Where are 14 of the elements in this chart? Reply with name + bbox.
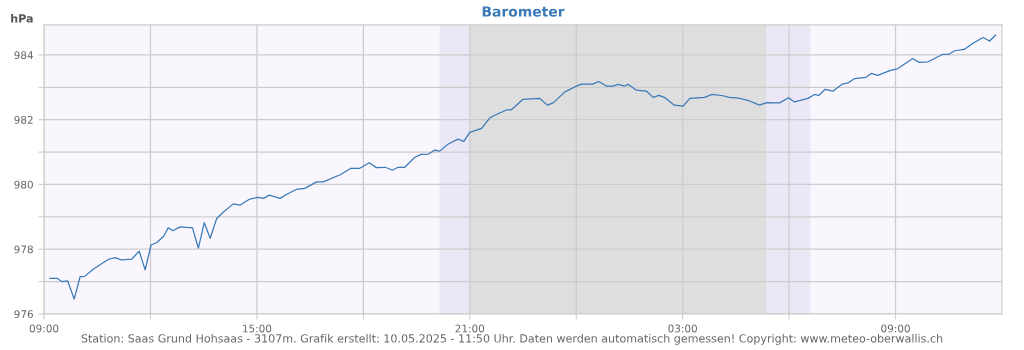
text: Station: Saas Grund Hohsaas - 3107m. Grafik erstellt: 10.05.2025 - 11:50 Uhr. Daten werden automatisch gemessen! Copyright: www.meteo-oberwallis.ch — [81, 334, 943, 345]
y-tick-label: 980 — [14, 180, 33, 189]
y-tick-label: 984 — [14, 51, 34, 60]
x-tick-label: 03:00 — [668, 324, 697, 333]
chart-title: Barometer — [482, 6, 565, 17]
y-tick-label: 982 — [14, 115, 33, 124]
x-tick-label: 09:00 — [29, 324, 59, 333]
y-axis-title: hPa — [11, 14, 33, 23]
line-series — [49, 34, 997, 300]
x-tick-label: 15:00 — [243, 324, 272, 333]
x-tick-label: 09:00 — [881, 324, 910, 333]
y-tick-label: 978 — [14, 245, 33, 254]
x-tick-label: 21:00 — [455, 324, 485, 333]
y-tick-label: 976 — [14, 310, 33, 319]
